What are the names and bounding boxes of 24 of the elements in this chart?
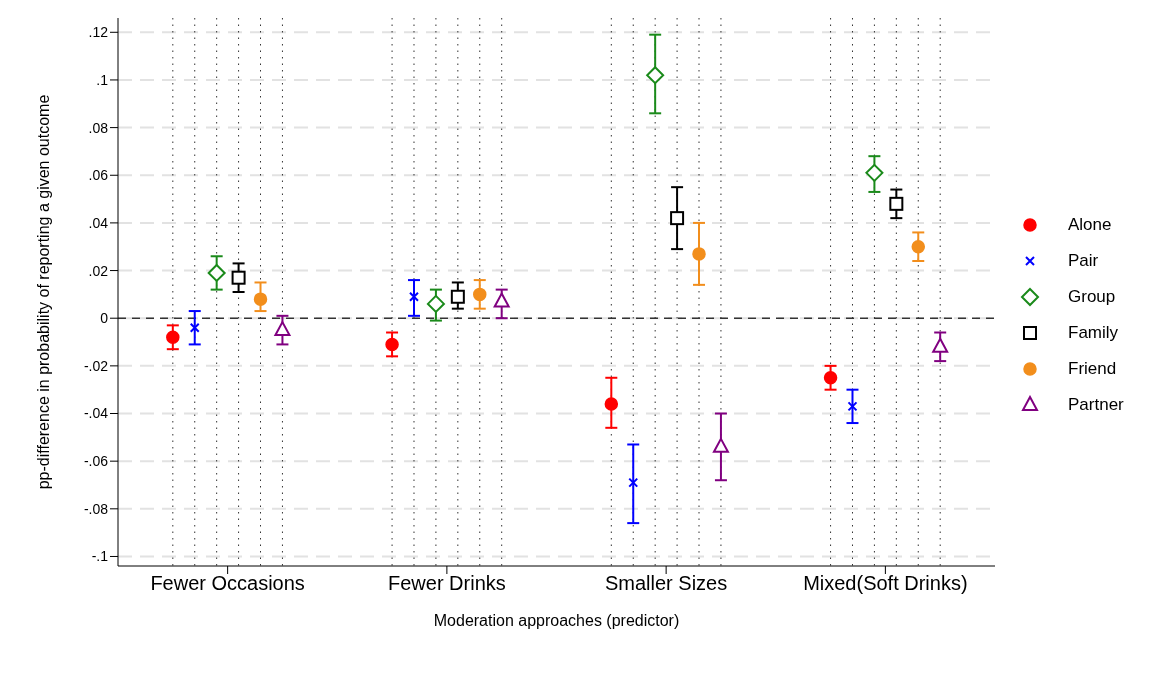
y-tick-label: -.06 xyxy=(83,453,109,470)
x-tick-label: Mixed(Soft Drinks) xyxy=(803,572,968,595)
legend-label: Friend xyxy=(1068,358,1117,380)
y-tick-label: -.02 xyxy=(83,357,109,374)
y-tick-label: -.08 xyxy=(83,500,109,517)
legend-label: Family xyxy=(1068,322,1119,344)
y-axis-title: pp-difference in probability of reporting a given outcome xyxy=(34,94,52,490)
y-tick-label: .02 xyxy=(88,262,109,279)
y-tick-label: .12 xyxy=(88,24,109,41)
y-tick-label: 0 xyxy=(100,310,109,327)
x-tick-label: Fewer Occasions xyxy=(150,572,305,595)
x-tick-label: Smaller Sizes xyxy=(604,572,728,595)
y-tick-label: -.1 xyxy=(91,548,109,565)
y-tick-label: -.04 xyxy=(83,405,109,422)
x-tick-label: Fewer Drinks xyxy=(387,572,506,595)
legend-label: Partner xyxy=(1068,394,1124,416)
x-axis-title: Moderation approaches (predictor) xyxy=(433,612,680,629)
legend-label: Pair xyxy=(1068,250,1099,272)
legend-label: Group xyxy=(1068,286,1116,308)
y-tick-label: .08 xyxy=(88,119,109,136)
y-tick-label: .04 xyxy=(88,214,109,231)
y-tick-label: .06 xyxy=(88,167,109,184)
y-tick-label: .1 xyxy=(96,71,109,88)
legend-label: Alone xyxy=(1068,214,1112,236)
